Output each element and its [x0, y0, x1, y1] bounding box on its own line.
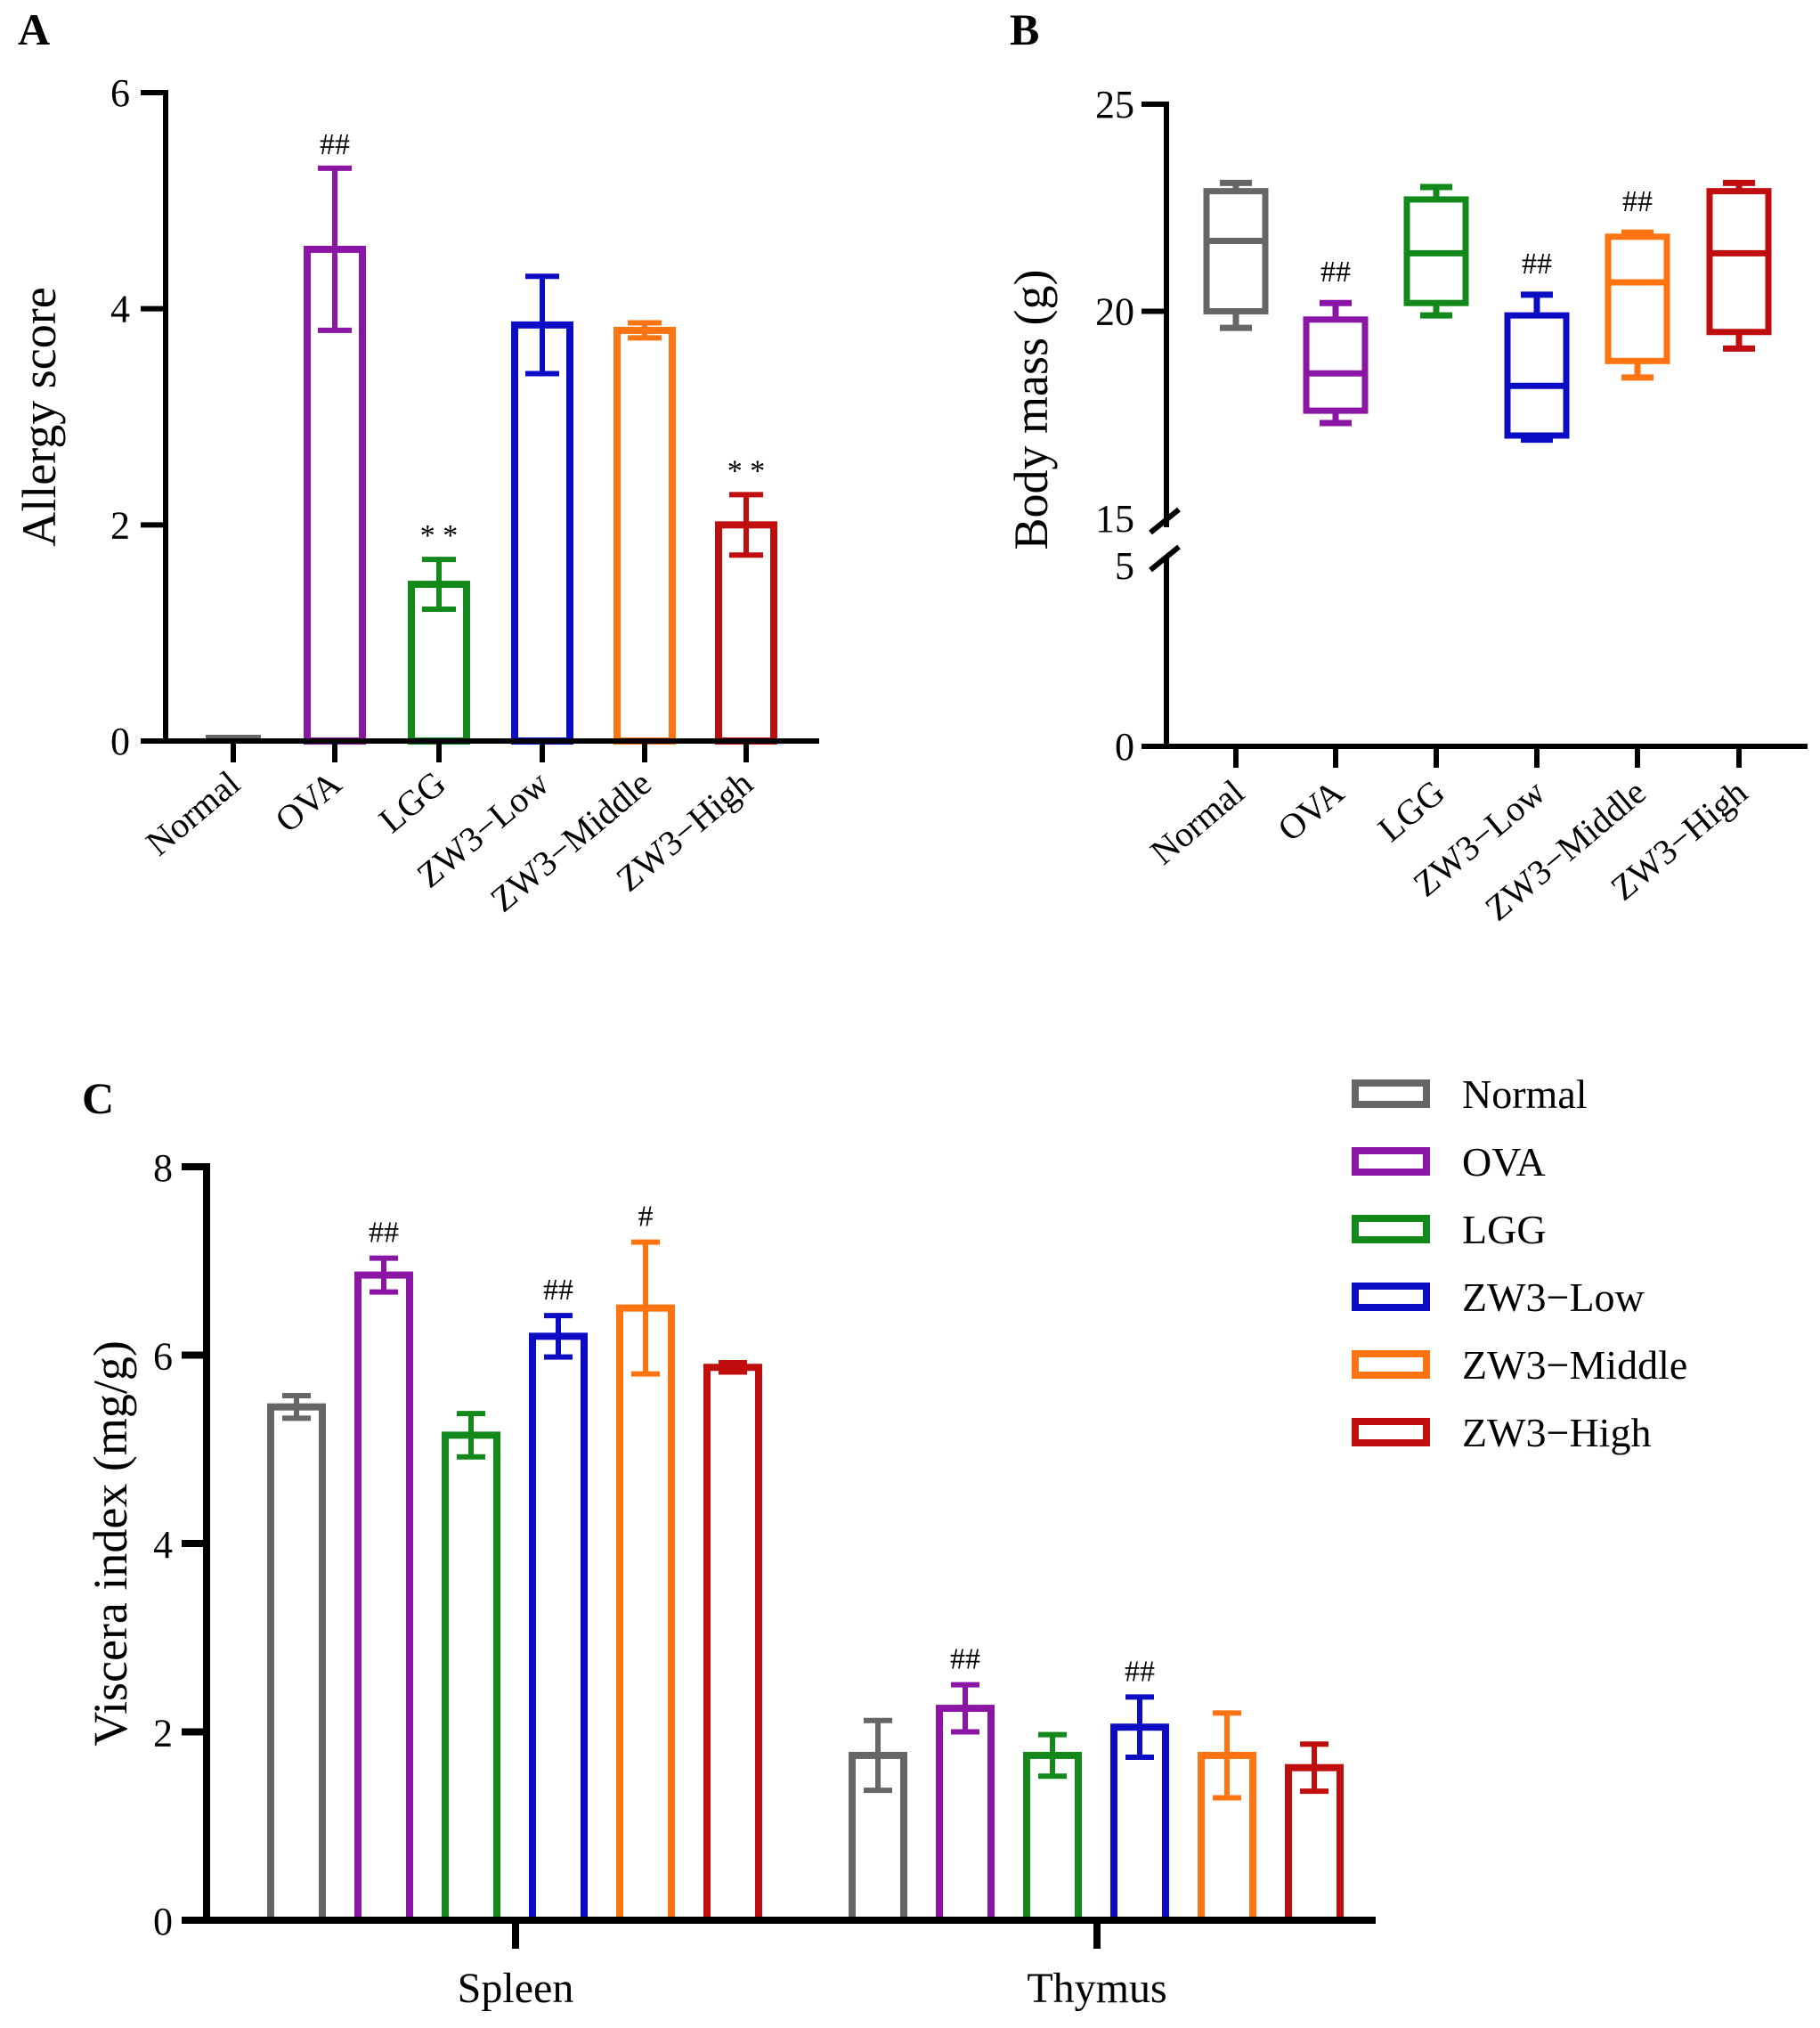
legend-swatch-zw3-high	[1352, 1418, 1430, 1446]
axis-break-mark-lower	[1149, 544, 1181, 573]
legend-swatch-zw3-low	[1352, 1283, 1430, 1311]
significance-mark: ##	[1320, 256, 1351, 289]
significance-mark: ##	[320, 128, 350, 161]
x-tick-label-spleen: Spleen	[458, 1965, 574, 2012]
y-tick-label: 25	[1095, 83, 1134, 126]
y-tick-label: 6	[153, 1335, 173, 1379]
x-tick-label: Normal	[138, 762, 248, 863]
y-tick-label: 4	[153, 1523, 173, 1567]
y-tick-label: 20	[1095, 290, 1134, 334]
axis-break-mark-upper	[1149, 507, 1181, 535]
legend-label-ova: OVA	[1462, 1139, 1546, 1185]
significance-mark: ##	[950, 1643, 980, 1676]
legend-label-zw3-high: ZW3−High	[1462, 1410, 1651, 1455]
y-axis-title: Viscera index (mg/g)	[84, 1340, 137, 1747]
box-zw3-middle	[1605, 233, 1670, 364]
significance-mark: ##	[369, 1217, 399, 1250]
legend-label-zw3-low: ZW3−Low	[1462, 1275, 1645, 1320]
bar-lgg-spleen	[442, 1431, 500, 1924]
significance-mark: * *	[727, 454, 766, 487]
y-tick-label: 8	[153, 1146, 173, 1190]
y-tick-label: 15	[1095, 497, 1134, 541]
legend-swatch-zw3-middle	[1352, 1350, 1430, 1379]
bar-zw3-high-spleen	[703, 1364, 762, 1925]
y-tick-label: 0	[1115, 725, 1134, 769]
bar-zw3-middle	[613, 326, 676, 745]
significance-mark: #	[638, 1201, 654, 1234]
panel-b-label: B	[1010, 4, 1039, 54]
y-tick-label: 0	[153, 1900, 173, 1943]
panel-c-label: C	[82, 1073, 114, 1123]
y-axis-title: Body mass (g)	[1004, 270, 1058, 550]
significance-mark: ##	[1125, 1655, 1155, 1688]
legend-swatch-ova	[1352, 1147, 1430, 1176]
x-tick-label: OVA	[267, 762, 348, 840]
y-tick-label: 0	[110, 720, 130, 763]
significance-mark: ##	[543, 1274, 573, 1307]
bar-ova-spleen	[354, 1271, 413, 1925]
y-tick-label: 5	[1115, 544, 1134, 588]
box-normal	[1203, 188, 1269, 314]
bar-zw3-low-spleen	[529, 1332, 588, 1924]
x-tick-label: LGG	[1370, 771, 1452, 849]
legend-label-zw3-middle: ZW3−Middle	[1462, 1342, 1687, 1388]
y-tick-label: 2	[110, 503, 130, 547]
bar-zw3-low	[511, 321, 573, 745]
y-tick-label: 6	[110, 71, 130, 115]
x-tick-label: LGG	[371, 762, 453, 840]
bar-ova-thymus	[936, 1705, 995, 1924]
x-tick-label: OVA	[1270, 771, 1351, 849]
bar-zw3-middle-spleen	[616, 1304, 675, 1924]
y-tick-label: 2	[153, 1712, 173, 1755]
bar-normal-spleen	[267, 1403, 326, 1924]
legend-label-lgg: LGG	[1462, 1207, 1547, 1252]
box-zw3-low	[1504, 312, 1570, 439]
y-axis-title: Allergy score	[12, 287, 66, 546]
panel-a-label: A	[18, 4, 50, 54]
box-ova	[1303, 316, 1369, 414]
x-tick-label: Normal	[1142, 771, 1252, 872]
legend-swatch-lgg	[1352, 1215, 1430, 1243]
box-zw3-high	[1706, 188, 1772, 336]
legend-swatch-normal	[1352, 1079, 1430, 1108]
bar-lgg-thymus	[1023, 1751, 1082, 1924]
y-tick-label: 4	[110, 288, 130, 331]
significance-mark: * *	[420, 519, 459, 552]
significance-mark: ##	[1522, 248, 1552, 281]
x-tick-label-thymus: Thymus	[1027, 1965, 1166, 2012]
significance-mark: ##	[1622, 185, 1653, 218]
legend-label-normal: Normal	[1462, 1071, 1588, 1117]
